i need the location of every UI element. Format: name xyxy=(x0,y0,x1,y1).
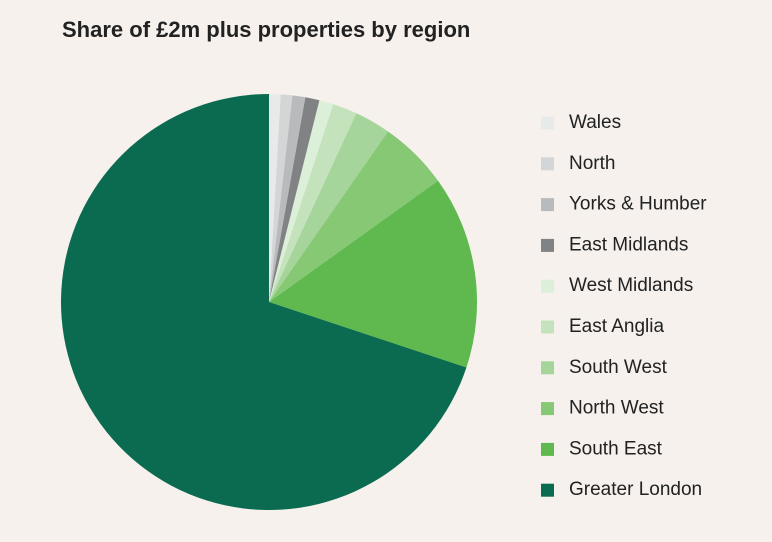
legend-swatch xyxy=(541,116,554,130)
legend-label: South East xyxy=(569,438,663,459)
legend-label: North xyxy=(569,153,615,174)
legend-label: West Midlands xyxy=(569,275,693,296)
legend-swatch xyxy=(541,198,554,212)
legend-label: East Anglia xyxy=(569,316,664,337)
legend-label: Yorks & Humber xyxy=(569,194,707,215)
pie-slice xyxy=(60,94,467,511)
legend-swatch xyxy=(541,361,554,375)
pie-slice xyxy=(269,113,389,302)
legend-swatch xyxy=(541,402,554,416)
pie-slice xyxy=(269,97,320,302)
legend-swatch xyxy=(541,238,554,252)
chart-title: Share of £2m plus properties by region xyxy=(62,17,470,42)
legend-label: Greater London xyxy=(569,479,702,500)
pie-slice xyxy=(269,131,439,302)
legend-swatch xyxy=(541,279,554,293)
legend-swatch xyxy=(541,157,554,171)
legend-swatch xyxy=(541,320,554,334)
pie-slice xyxy=(269,94,281,302)
legend-label: North West xyxy=(569,398,664,419)
legend-swatch xyxy=(541,483,554,497)
pie-slice xyxy=(269,95,306,302)
pie-slice xyxy=(269,100,334,302)
pie-slice xyxy=(269,180,477,368)
pie-slice xyxy=(269,94,293,302)
legend-swatch xyxy=(541,442,554,456)
pie-slice xyxy=(269,104,357,303)
legend-label: East Midlands xyxy=(569,234,688,255)
legend-label: South West xyxy=(569,357,668,378)
legend-label: Wales xyxy=(569,112,621,133)
